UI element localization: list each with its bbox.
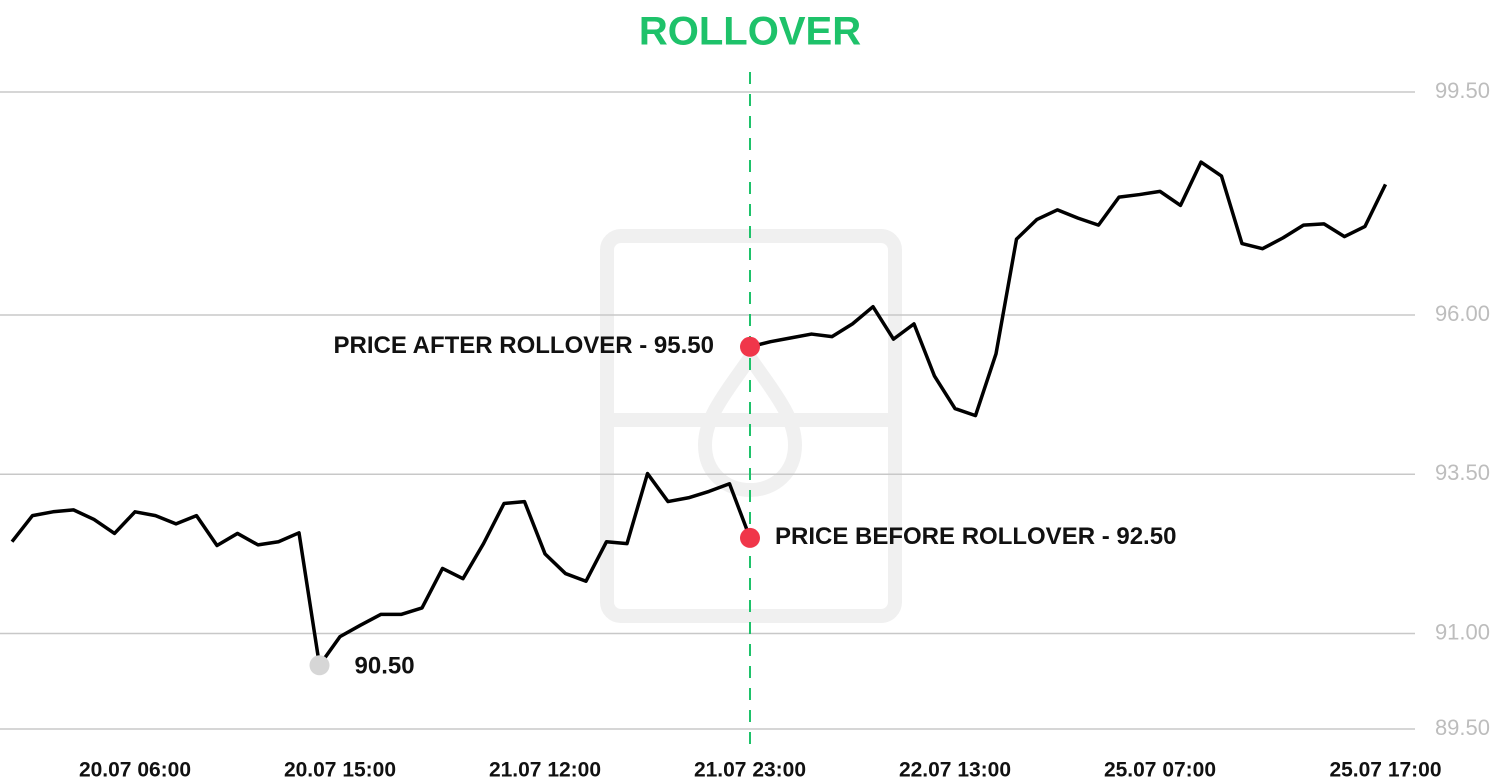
marker (309, 655, 330, 676)
x-tick-label: 21.07 12:00 (489, 759, 601, 781)
annotation: PRICE AFTER ROLLOVER - 95.50 (333, 332, 714, 359)
annotation: PRICE BEFORE ROLLOVER - 92.50 (775, 523, 1176, 550)
x-tick-label: 20.07 15:00 (284, 759, 396, 781)
y-tick-label: 99.50 (1435, 78, 1490, 103)
price-line (10, 471, 752, 668)
annotation: 90.50 (355, 653, 415, 680)
y-tick-label: 91.00 (1435, 619, 1490, 644)
x-tick-label: 25.07 07:00 (1104, 759, 1216, 781)
y-tick-label: 93.50 (1435, 460, 1490, 485)
y-tick-label: 96.00 (1435, 301, 1490, 326)
x-tick-label: 21.07 23:00 (694, 759, 806, 781)
x-tick-label: 25.07 17:00 (1329, 759, 1441, 781)
marker (740, 527, 760, 548)
x-tick-label: 22.07 13:00 (899, 759, 1011, 781)
y-tick-label: 89.50 (1435, 715, 1490, 740)
x-tick-label: 20.07 06:00 (79, 759, 191, 781)
marker (740, 336, 760, 357)
price-line (749, 160, 1388, 418)
chart-title: ROLLOVER (639, 10, 861, 54)
